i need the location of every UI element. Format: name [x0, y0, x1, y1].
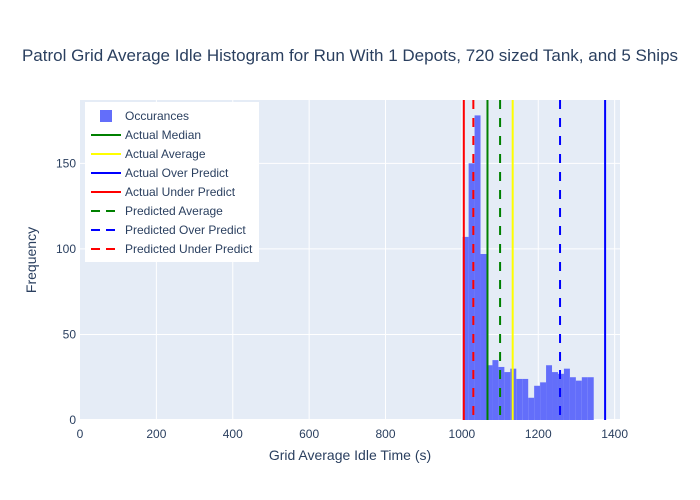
histogram-bar[interactable] [486, 365, 493, 420]
x-axis-label: Grid Average Idle Time (s) [269, 447, 431, 463]
legend-item[interactable]: Actual Over Predict [91, 166, 229, 180]
x-tick-label: 1400 [601, 427, 628, 441]
histogram-bar[interactable] [563, 368, 570, 420]
legend-item[interactable]: Actual Median [91, 128, 201, 142]
legend-item[interactable]: Occurances [100, 109, 189, 123]
legend-item[interactable]: Predicted Over Predict [91, 223, 246, 237]
y-tick-label: 150 [56, 156, 76, 170]
histogram-bar[interactable] [552, 372, 558, 420]
y-tick-label: 100 [56, 242, 76, 256]
histogram-bar[interactable] [522, 378, 529, 420]
histogram-bar[interactable] [492, 360, 499, 420]
histogram-bar[interactable] [468, 163, 475, 421]
histogram-bars [462, 115, 594, 421]
histogram-bar[interactable] [528, 397, 535, 420]
legend-item[interactable]: Predicted Average [91, 204, 223, 218]
legend-label: Actual Average [125, 147, 206, 161]
x-tick-label: 1000 [449, 427, 476, 441]
legend-item[interactable]: Predicted Under Predict [91, 242, 253, 256]
legend-label: Predicted Average [125, 204, 223, 218]
histogram-bar[interactable] [575, 380, 582, 420]
x-tick-label: 1200 [525, 427, 552, 441]
legend-label: Occurances [125, 109, 189, 123]
legend-label: Actual Under Predict [125, 185, 236, 199]
x-tick-label: 400 [223, 427, 243, 441]
legend[interactable]: Occurances Actual Median Actual Average Act… [85, 102, 259, 262]
histogram-bar[interactable] [587, 377, 594, 420]
histogram-bar[interactable] [581, 377, 588, 420]
histogram-bar[interactable] [474, 115, 481, 421]
legend-label: Predicted Over Predict [125, 223, 246, 237]
histogram-bar[interactable] [504, 372, 511, 420]
legend-label: Actual Over Predict [125, 166, 229, 180]
histogram-bar[interactable] [540, 382, 547, 420]
histogram-bar[interactable] [498, 366, 505, 420]
histogram-bar[interactable] [480, 254, 487, 420]
histogram-bar[interactable] [569, 377, 576, 420]
legend-label: Actual Median [125, 128, 201, 142]
y-tick-label: 50 [63, 327, 77, 341]
histogram-bar[interactable] [546, 365, 553, 420]
histogram-bar[interactable] [534, 385, 541, 420]
legend-box [85, 102, 259, 262]
x-tick-label: 200 [146, 427, 166, 441]
x-tick-label: 800 [376, 427, 396, 441]
axis-ticks: 0 200 400 600 800 1000 1200 1400 0 50 100 150 [56, 156, 628, 441]
x-tick-label: 600 [299, 427, 319, 441]
legend-label: Predicted Under Predict [125, 242, 253, 256]
y-axis-label: Frequency [23, 227, 39, 293]
y-tick-label: 0 [69, 413, 76, 427]
chart-title: Patrol Grid Average Idle Histogram for R… [22, 46, 678, 65]
legend-item[interactable]: Actual Under Predict [91, 185, 236, 199]
legend-swatch [100, 110, 112, 122]
legend-item[interactable]: Actual Average [91, 147, 206, 161]
histogram-bar[interactable] [516, 378, 523, 420]
x-tick-label: 0 [77, 427, 84, 441]
histogram-bar[interactable] [462, 236, 469, 420]
reference-lines [462, 100, 607, 420]
